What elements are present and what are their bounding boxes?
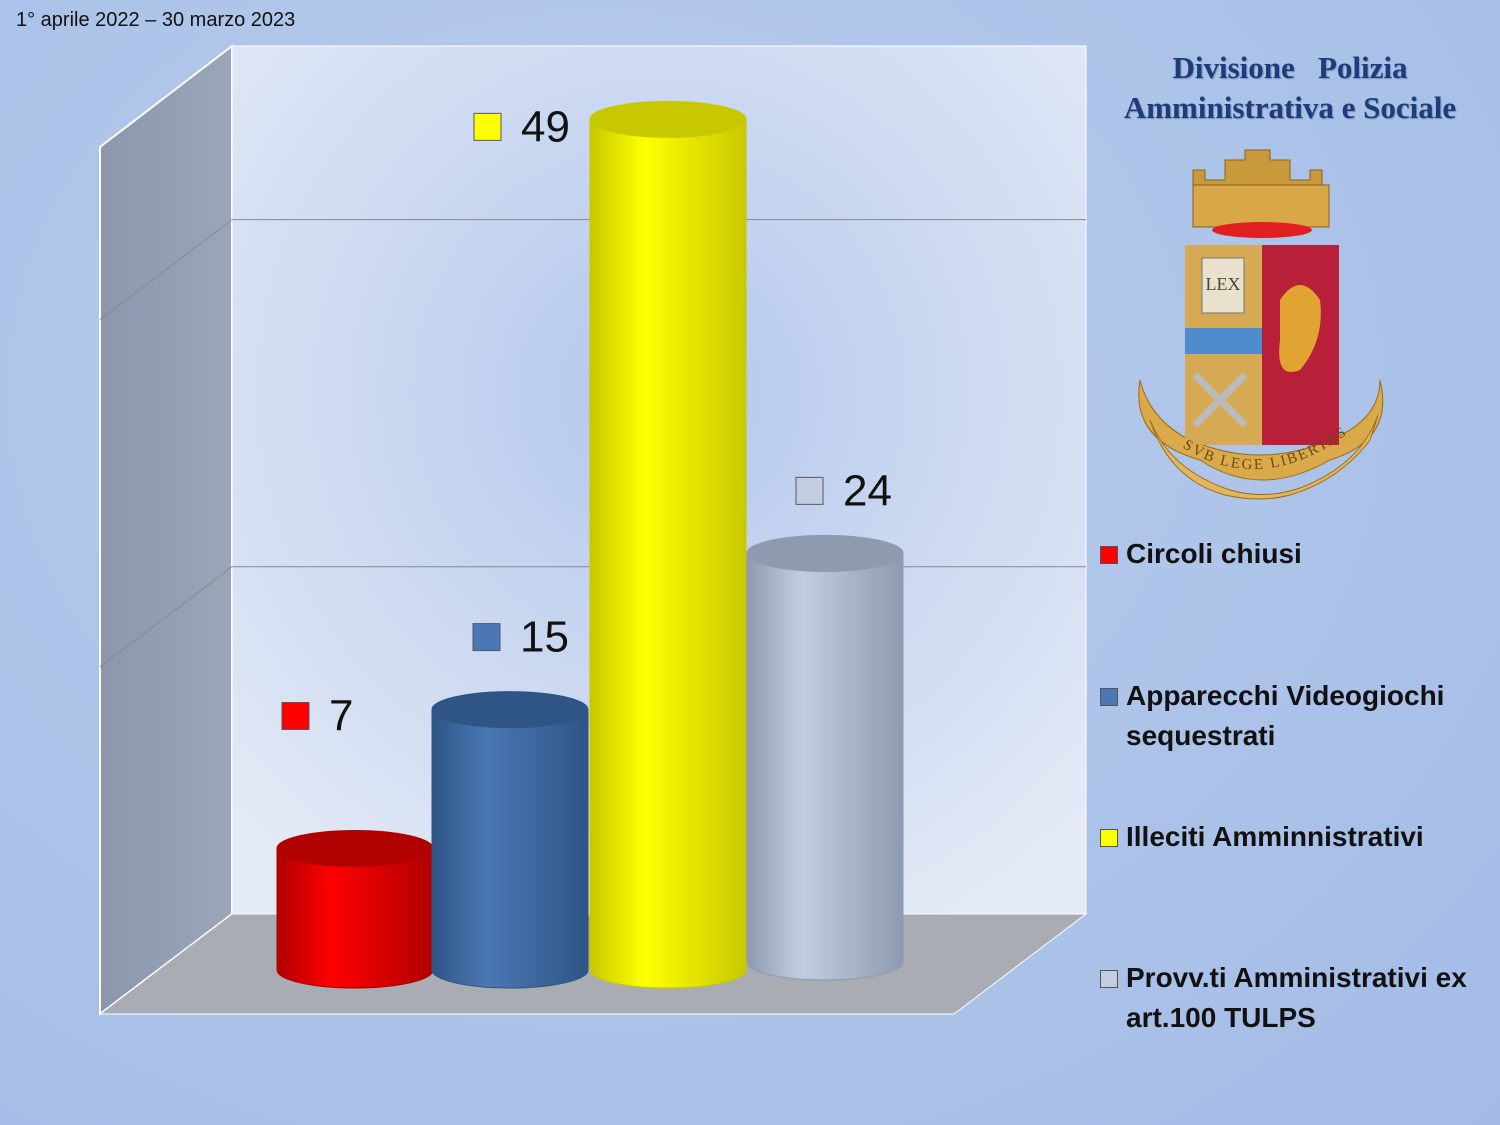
legend-swatch xyxy=(1100,688,1118,706)
police-emblem: LEX SVB LEGE LIBERTAS xyxy=(1138,149,1384,500)
legend-item: Circoli chiusi xyxy=(1100,534,1496,574)
legend-item: Illeciti Amminnistrativi xyxy=(1100,817,1496,857)
bar-top-2 xyxy=(589,100,747,138)
legend-label: Illeciti Amminnistrativi xyxy=(1126,821,1424,852)
data-label-swatch xyxy=(281,701,310,730)
gridline-side xyxy=(99,566,233,668)
legend-label: Circoli chiusi xyxy=(1126,538,1302,569)
data-label: 49 xyxy=(521,102,570,151)
data-label-swatch xyxy=(472,623,501,652)
period-label: 1° aprile 2022 – 30 marzo 2023 xyxy=(16,9,296,31)
legend-label: Provv.ti Amministrativi ex art.100 TULPS xyxy=(1126,962,1467,1033)
legend-swatch xyxy=(1100,829,1118,847)
data-label: 15 xyxy=(520,613,569,662)
org-line1: Divisione Polizia xyxy=(1172,50,1408,85)
bar-top-0 xyxy=(276,829,434,867)
bar-0 xyxy=(276,847,434,989)
gridline-side xyxy=(99,219,233,320)
org-line2: Amministrativa e Sociale xyxy=(1123,90,1457,125)
data-label: 7 xyxy=(329,691,353,740)
bar-1 xyxy=(431,709,589,989)
data-label-swatch xyxy=(795,476,824,505)
bar-top-3 xyxy=(746,534,904,572)
legend-label: Apparecchi Videogiochi sequestrati xyxy=(1126,680,1445,751)
organization-title: Divisione Polizia Amministrativa e Socia… xyxy=(1100,48,1480,128)
data-label: 24 xyxy=(843,466,892,515)
bar-3 xyxy=(746,552,904,981)
side-wall xyxy=(99,43,233,1017)
legend-item: Apparecchi Videogiochi sequestrati xyxy=(1100,676,1496,756)
bar-top-1 xyxy=(431,691,589,729)
legend-swatch xyxy=(1100,546,1118,564)
legend-swatch xyxy=(1100,970,1118,988)
data-label-swatch xyxy=(473,112,502,141)
emblem-lex: LEX xyxy=(1206,274,1241,294)
legend-item: Provv.ti Amministrativi ex art.100 TULPS xyxy=(1100,958,1496,1038)
bar-2 xyxy=(589,118,747,989)
